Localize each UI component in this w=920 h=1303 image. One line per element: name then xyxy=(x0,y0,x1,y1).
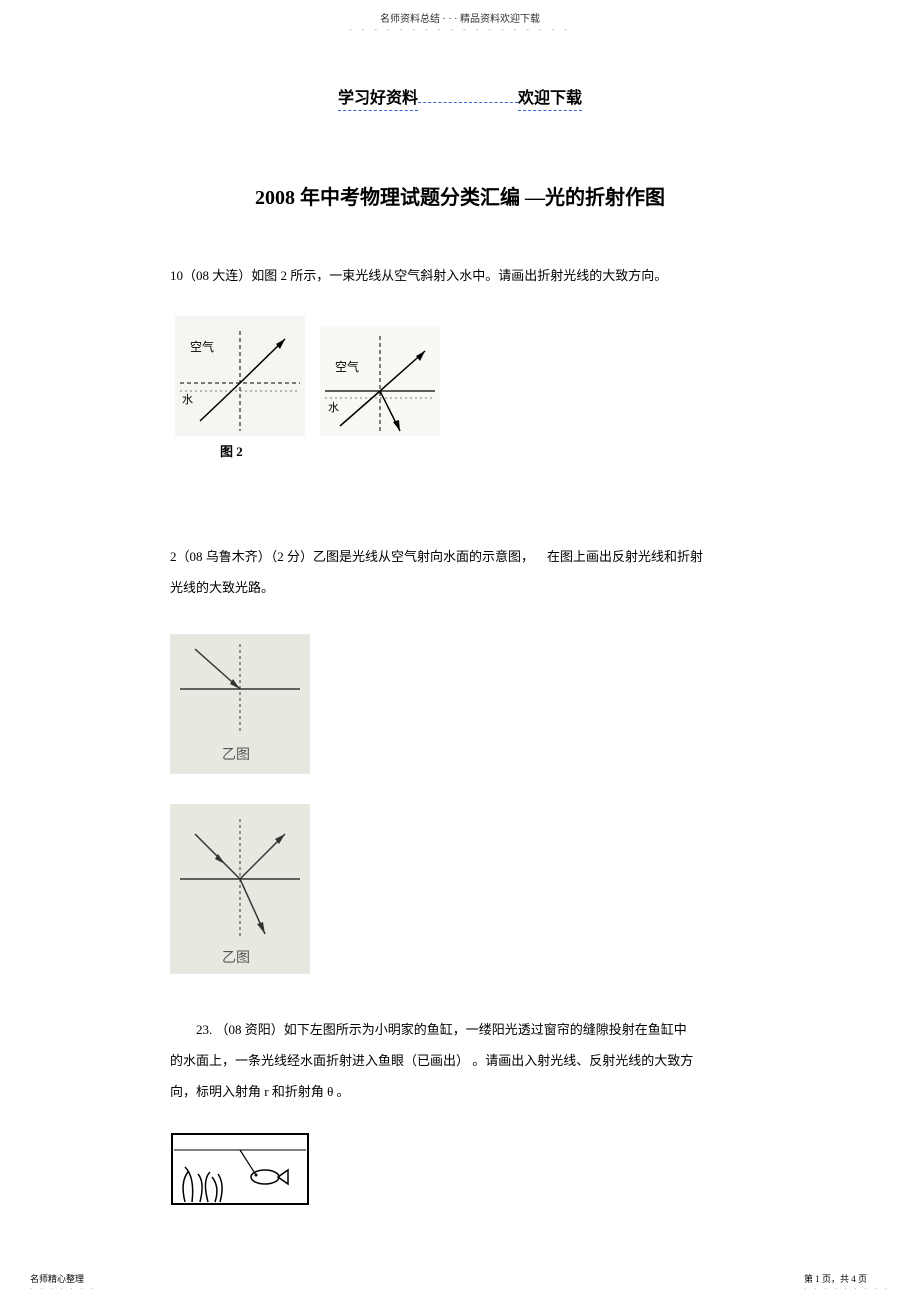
q2-diagram-after: 乙图 xyxy=(170,804,750,974)
watermark-left: 名师资料总结 xyxy=(380,14,440,25)
q1-diagram: 空气 水 图 2 空气 xyxy=(170,311,750,471)
q1-svg: 空气 水 图 2 空气 xyxy=(170,311,450,471)
footer-left-dots: · · · · · · · xyxy=(30,1285,96,1293)
q3-svg xyxy=(170,1132,310,1207)
q1-text: 10（08 大连）如图 2 所示，一束光线从空气斜射入水中。请画出折射光线的大致… xyxy=(170,260,750,291)
footer-right-dots: · · · · · · · · · xyxy=(804,1285,890,1293)
q3-text-2: 的水面上，一条光线经水面折射进入鱼眼（已画出） 。请画出入射光线、反射光线的大致… xyxy=(170,1045,750,1076)
q2-caption-2: 乙图 xyxy=(222,950,250,966)
watermark-right: 精品资料欢迎下载 xyxy=(460,14,540,25)
q2-text: 2（08 乌鲁木齐）（2 分）乙图是光线从空气射向水面的示意图， 在图上画出反射… xyxy=(170,541,750,572)
q2-diagram-before: 乙图 xyxy=(170,634,750,774)
header-right: 欢迎下载 xyxy=(518,84,582,111)
q1-caption: 图 2 xyxy=(220,444,243,459)
q3-text-3: 向，标明入射角 r 和折射角 θ 。 xyxy=(170,1076,750,1107)
q2-svg-2: 乙图 xyxy=(170,804,310,974)
watermark-sep: · · · xyxy=(440,14,460,25)
question-3: 23. （08 资阳）如下左图所示为小明家的鱼缸，一缕阳光透过窗帘的缝隙投射在鱼… xyxy=(170,1014,750,1208)
footer-left: 名师精心整理 · · · · · · · xyxy=(30,1272,96,1293)
q3-diagram xyxy=(170,1132,750,1207)
q3-text-1: 23. （08 资阳）如下左图所示为小明家的鱼缸，一缕阳光透过窗帘的缝隙投射在鱼… xyxy=(170,1014,750,1045)
q1-water-label: 水 xyxy=(182,393,193,406)
page-header: 学习好资料 欢迎下载 xyxy=(0,84,920,111)
question-1: 10（08 大连）如图 2 所示，一束光线从空气斜射入水中。请画出折射光线的大致… xyxy=(170,260,750,471)
watermark-dots: - - - - - - - - - - - - - - - - - - xyxy=(0,25,920,34)
question-2: 2（08 乌鲁木齐）（2 分）乙图是光线从空气射向水面的示意图， 在图上画出反射… xyxy=(170,541,750,973)
content-area: 10（08 大连）如图 2 所示，一束光线从空气斜射入水中。请画出折射光线的大致… xyxy=(170,260,750,1207)
svg-text:空气: 空气 xyxy=(335,359,359,374)
page-title: 2008 年中考物理试题分类汇编 —光的折射作图 xyxy=(0,181,920,210)
q1-air-label: 空气 xyxy=(190,339,214,354)
q2-caption-1: 乙图 xyxy=(222,747,250,763)
q2-svg-1: 乙图 xyxy=(170,634,310,774)
q2-text-line2: 光线的大致光路。 xyxy=(170,572,750,603)
header-left: 学习好资料 xyxy=(338,84,418,111)
top-watermark: 名师资料总结 · · · 精品资料欢迎下载 - - - - - - - - - … xyxy=(0,0,920,34)
svg-text:水: 水 xyxy=(328,401,339,414)
footer-right: 第 1 页，共 4 页 · · · · · · · · · xyxy=(804,1272,890,1293)
